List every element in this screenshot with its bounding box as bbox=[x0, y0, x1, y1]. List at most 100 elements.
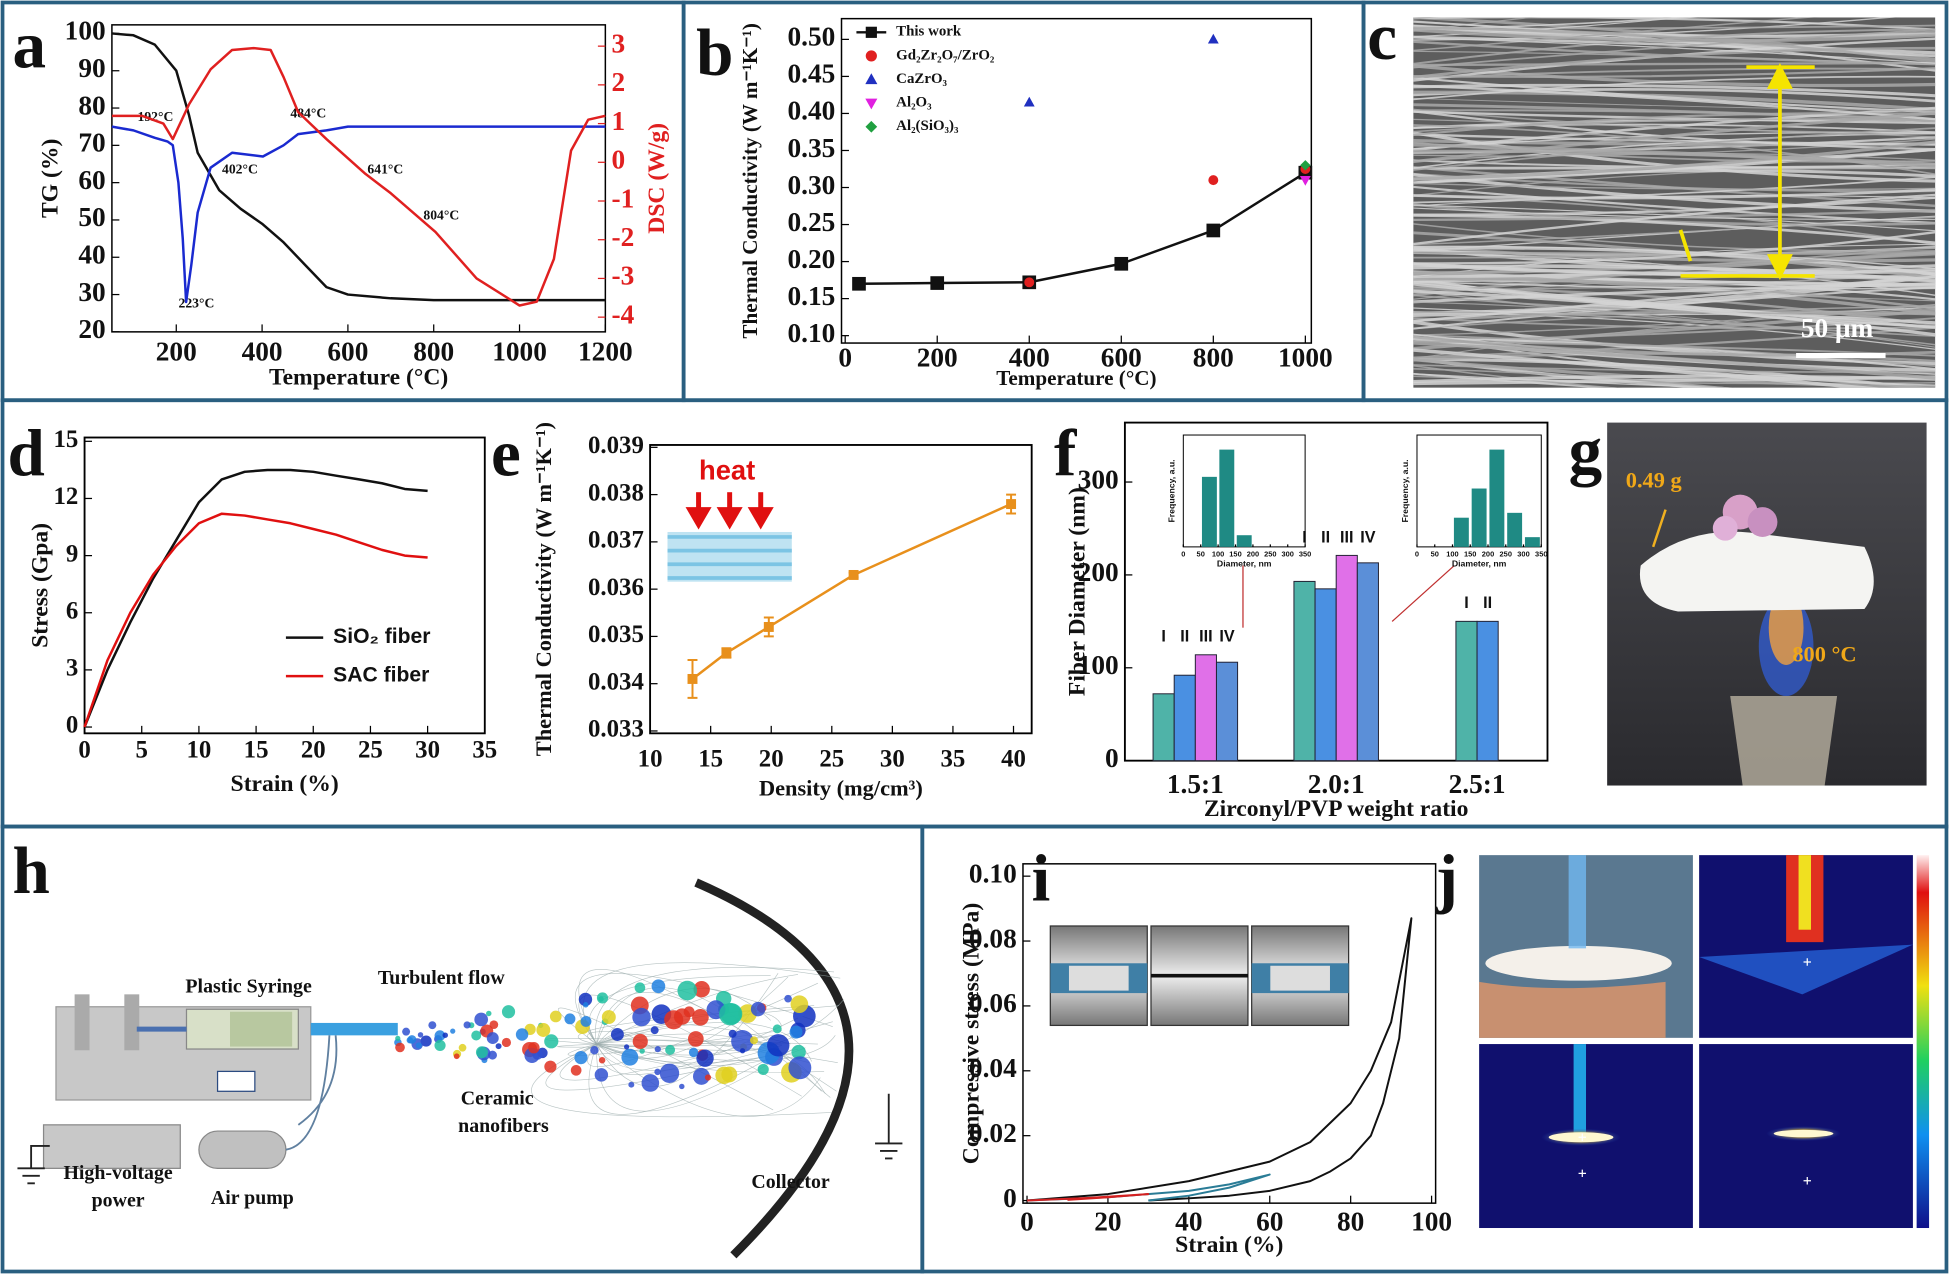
field-line bbox=[596, 1043, 821, 1117]
y-axis-label: Frequency, a.u. bbox=[1166, 459, 1176, 522]
bar bbox=[1152, 693, 1175, 762]
fiber-blob bbox=[495, 1043, 502, 1050]
fiber bbox=[1413, 252, 1936, 297]
fiber-blob bbox=[692, 1067, 710, 1085]
y-tick-label: 0.40 bbox=[787, 96, 835, 126]
legend-label: Gd₂Zr₂O₇/ZrO₂ bbox=[896, 47, 995, 63]
data-line bbox=[83, 512, 428, 728]
legend-label: Al₂(SiO₃)₃ bbox=[896, 118, 959, 134]
sem-annotations bbox=[1678, 62, 1886, 358]
fiber-blob bbox=[693, 981, 710, 998]
x-tick-label: 150 bbox=[1229, 549, 1241, 558]
fiber-blob bbox=[659, 1063, 680, 1083]
fiber-blob bbox=[598, 996, 604, 1002]
x-tick-label: 60 bbox=[1256, 1207, 1283, 1237]
fiber bbox=[1413, 110, 1936, 151]
fiber-blob bbox=[673, 1008, 691, 1025]
y-axis-label: Stress (Gpa) bbox=[28, 523, 54, 648]
panel-letter: e bbox=[491, 415, 521, 490]
data-line bbox=[1027, 1193, 1150, 1202]
fiber-blob bbox=[654, 1046, 661, 1053]
temperature-label: 800 °C bbox=[1792, 641, 1856, 666]
data-line bbox=[111, 32, 606, 302]
fiber bbox=[1413, 149, 1936, 168]
fiber-blob bbox=[475, 1046, 488, 1059]
fiber-blob bbox=[582, 1002, 589, 1008]
bar bbox=[1236, 535, 1252, 547]
marker bbox=[848, 569, 859, 580]
y-tick-label: 0.30 bbox=[787, 170, 835, 200]
y-tick-label: 300 bbox=[1078, 464, 1119, 494]
fiber bbox=[1413, 167, 1936, 197]
x-tick-label: 800 bbox=[413, 337, 454, 367]
fiber-blob bbox=[458, 1043, 467, 1052]
compression-photos bbox=[1049, 925, 1350, 1027]
marker bbox=[1207, 33, 1219, 44]
heat-inset bbox=[667, 492, 792, 582]
y-tick-label: 9 bbox=[66, 540, 78, 567]
field-line bbox=[596, 1035, 836, 1062]
y-tick-label: 15 bbox=[54, 426, 79, 453]
marker bbox=[721, 647, 732, 658]
fiber-blob bbox=[634, 982, 646, 994]
x-tick-label: 300 bbox=[1282, 549, 1294, 558]
plot-frame bbox=[840, 17, 1313, 344]
power-supply bbox=[42, 1124, 181, 1169]
y-tick-label: 0.039 bbox=[588, 432, 644, 459]
fiber-blob bbox=[692, 1009, 709, 1026]
fiber-blob bbox=[395, 1042, 405, 1053]
marker bbox=[1299, 176, 1311, 186]
x-tick-label: 600 bbox=[327, 337, 368, 367]
field-line bbox=[596, 1043, 782, 1071]
fiber bbox=[1413, 367, 1733, 388]
bar-series-label: I bbox=[1161, 628, 1166, 646]
x-tick-label: 1200 bbox=[578, 337, 633, 367]
field-line bbox=[567, 1030, 782, 1056]
fiber bbox=[1413, 28, 1936, 69]
fiber bbox=[1413, 374, 1936, 384]
fiber bbox=[1413, 282, 1936, 304]
y-tick-label: 70 bbox=[78, 128, 105, 158]
diagram-label: nanofibers bbox=[458, 1115, 549, 1137]
y2-tick-label: -4 bbox=[612, 299, 635, 329]
fiber-blob bbox=[598, 1056, 606, 1064]
x-tick-label: 10 bbox=[186, 737, 211, 764]
legend-label: SiO₂ fiber bbox=[333, 625, 430, 648]
y-tick-label: 0.10 bbox=[969, 858, 1017, 888]
y-tick-label: 0.10 bbox=[787, 318, 835, 348]
marker bbox=[1006, 499, 1017, 510]
fiber-blob bbox=[696, 1049, 714, 1067]
marker bbox=[865, 98, 878, 110]
annotation: 402°C bbox=[222, 161, 258, 176]
y-tick-label: 0.15 bbox=[787, 281, 835, 311]
y2-tick-label: 2 bbox=[612, 67, 626, 97]
bar bbox=[1476, 620, 1499, 762]
fiber-blob bbox=[450, 1028, 456, 1034]
panel-letter: b bbox=[696, 15, 733, 90]
bar-series-label: II bbox=[1180, 628, 1189, 646]
arrow-head bbox=[1766, 62, 1793, 89]
marker bbox=[1023, 96, 1035, 107]
bar bbox=[1471, 488, 1487, 547]
diagram-label: Air pump bbox=[211, 1187, 294, 1209]
fiber bbox=[1413, 140, 1936, 181]
legend-label: This work bbox=[896, 24, 962, 40]
marker bbox=[687, 673, 698, 684]
bar-series-label: II bbox=[1483, 594, 1492, 612]
fiber bbox=[1413, 280, 1936, 290]
x-tick-label: 30 bbox=[880, 745, 905, 772]
diagram-label: Ceramic bbox=[461, 1088, 534, 1110]
x-tick-label: 2.5:1 bbox=[1449, 769, 1506, 799]
y2-tick-label: -3 bbox=[612, 261, 635, 291]
panel-letter: j bbox=[1435, 840, 1458, 915]
fiber bbox=[1413, 245, 1936, 263]
marker bbox=[1114, 256, 1129, 271]
x-tick-label: 1000 bbox=[492, 337, 547, 367]
colorbar bbox=[1916, 855, 1930, 1229]
y-axis-label: TG (%) bbox=[38, 139, 64, 218]
fiber-blob bbox=[788, 1056, 812, 1080]
bar bbox=[1293, 580, 1316, 762]
fiber bbox=[1413, 216, 1936, 246]
marker bbox=[1208, 175, 1219, 186]
x-axis-label: Density (mg/cm³) bbox=[759, 776, 923, 801]
